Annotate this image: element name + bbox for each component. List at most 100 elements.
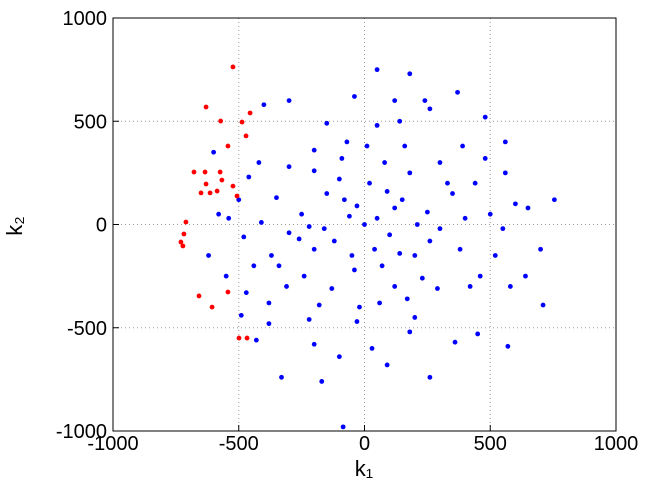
- point: [482, 156, 488, 161]
- point: [422, 98, 428, 103]
- point: [209, 304, 215, 310]
- point: [336, 176, 342, 182]
- point: [266, 321, 272, 327]
- point: [286, 164, 292, 170]
- point: [450, 191, 455, 196]
- point: [367, 180, 372, 186]
- point: [299, 211, 305, 217]
- point: [178, 239, 184, 245]
- point: [352, 267, 357, 273]
- point: [311, 147, 317, 153]
- point: [475, 331, 481, 337]
- point: [251, 263, 257, 269]
- point: [236, 197, 242, 203]
- point: [219, 177, 225, 183]
- point: [427, 374, 433, 380]
- x-tick-label: 0: [359, 433, 370, 455]
- point: [374, 67, 380, 73]
- point: [239, 119, 245, 125]
- point: [279, 374, 284, 380]
- point: [180, 243, 186, 249]
- point: [329, 286, 335, 291]
- point: [269, 253, 274, 258]
- point: [538, 246, 543, 252]
- point: [362, 222, 367, 227]
- point: [551, 197, 557, 203]
- point: [467, 284, 473, 289]
- x-tick-label: 500: [474, 433, 507, 455]
- point: [243, 290, 249, 296]
- point: [306, 317, 312, 322]
- point: [183, 219, 189, 225]
- point: [284, 284, 289, 289]
- point: [482, 114, 488, 120]
- point: [472, 180, 478, 186]
- point: [407, 71, 413, 77]
- point: [238, 312, 244, 318]
- point: [203, 104, 209, 110]
- point: [234, 193, 240, 199]
- point: [357, 304, 362, 310]
- point: [525, 205, 531, 211]
- point: [207, 190, 213, 196]
- point: [372, 246, 377, 252]
- point: [354, 203, 360, 209]
- point: [412, 315, 418, 320]
- x-tick-label: -500: [219, 433, 259, 455]
- point: [384, 362, 390, 368]
- point: [392, 284, 398, 289]
- point: [487, 211, 493, 217]
- point: [339, 156, 345, 161]
- point: [505, 343, 511, 349]
- point: [540, 302, 546, 308]
- point: [477, 273, 483, 279]
- point: [324, 120, 330, 126]
- point: [225, 143, 231, 149]
- point: [414, 222, 420, 227]
- point: [301, 273, 307, 279]
- axes-box: [112, 17, 617, 432]
- point: [399, 197, 405, 203]
- point: [218, 118, 224, 124]
- point: [341, 197, 347, 203]
- point: [507, 284, 513, 289]
- point: [502, 139, 508, 145]
- point: [286, 98, 292, 103]
- point: [324, 191, 330, 196]
- x-tick-label: -1000: [87, 433, 138, 455]
- point: [427, 106, 433, 112]
- y-tick-label: -500: [67, 318, 107, 340]
- point: [241, 234, 247, 240]
- point: [347, 213, 352, 219]
- point: [377, 300, 382, 306]
- point: [191, 169, 197, 175]
- point: [311, 341, 317, 347]
- point: [306, 224, 312, 229]
- point: [352, 94, 357, 99]
- point: [286, 230, 292, 236]
- point: [217, 169, 223, 175]
- point: [374, 122, 380, 128]
- y-tick-label: -1000: [56, 421, 107, 443]
- point: [316, 302, 322, 308]
- point: [500, 226, 506, 232]
- point: [397, 118, 403, 124]
- point: [274, 195, 279, 201]
- point: [196, 293, 202, 299]
- point: [246, 174, 252, 180]
- point: [258, 220, 264, 225]
- point: [216, 211, 222, 217]
- point: [384, 189, 390, 194]
- point: [502, 170, 508, 176]
- point: [311, 168, 317, 174]
- point: [344, 139, 350, 145]
- point: [404, 296, 410, 302]
- point: [397, 251, 403, 256]
- point: [412, 253, 418, 258]
- point: [427, 238, 433, 244]
- point: [321, 226, 327, 232]
- x-tick-label: 1000: [594, 433, 639, 455]
